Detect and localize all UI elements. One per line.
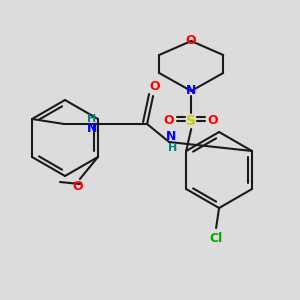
Text: N: N: [166, 130, 176, 143]
Text: Cl: Cl: [209, 232, 223, 244]
Text: O: O: [150, 80, 160, 94]
Text: N: N: [186, 85, 196, 98]
Text: S: S: [186, 114, 196, 128]
Text: H: H: [169, 143, 178, 153]
Text: H: H: [88, 114, 97, 124]
Text: O: O: [73, 179, 83, 193]
Text: O: O: [186, 34, 196, 47]
Text: N: N: [87, 122, 97, 134]
Text: O: O: [164, 115, 175, 128]
Text: O: O: [208, 115, 218, 128]
